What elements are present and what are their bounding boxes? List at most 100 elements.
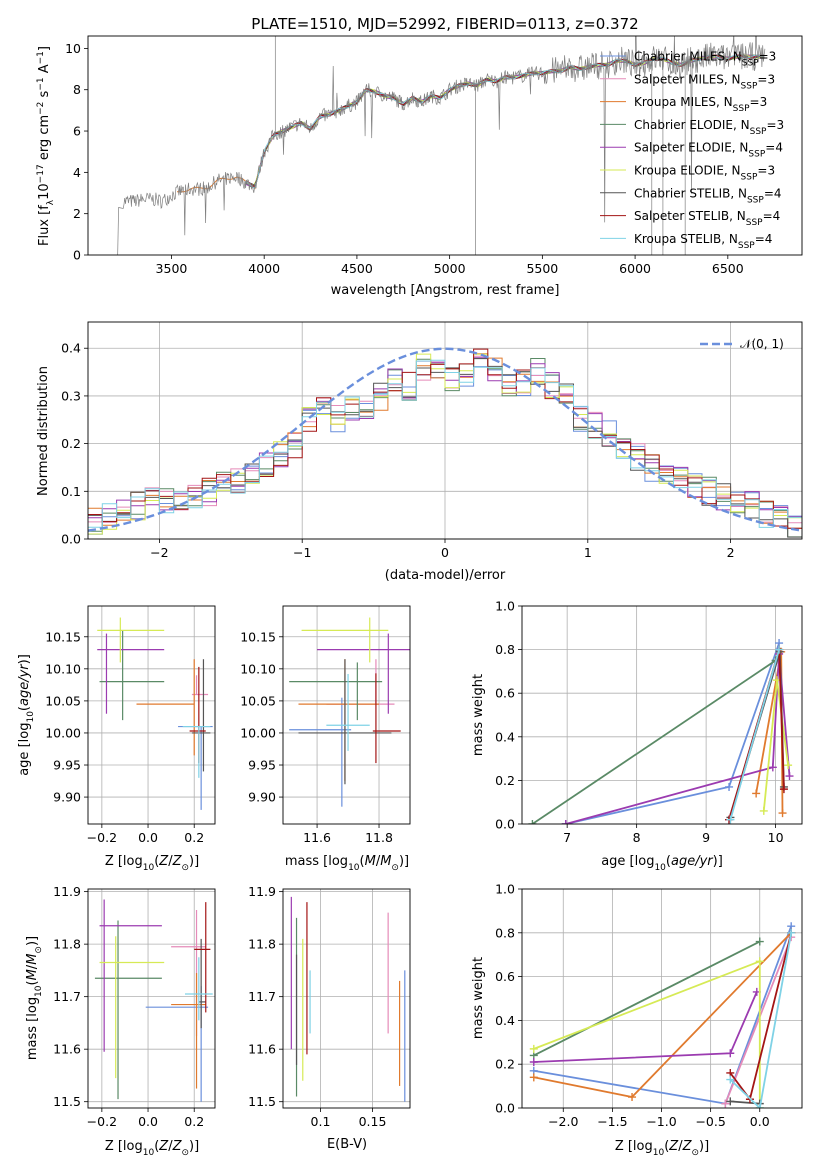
x-axis-label: (data-model)/error — [385, 568, 506, 583]
legend-entry: Salpeter STELIB, NSSP=4 — [634, 209, 780, 228]
weight-series-marker — [725, 782, 734, 791]
label-segment: 10 — [37, 183, 52, 200]
label-segment: Z — [682, 1139, 693, 1154]
weight-series-marker — [628, 1093, 637, 1102]
legend-entry: Kroupa STELIB, NSSP=4 — [634, 232, 772, 251]
weight-series-line — [533, 940, 761, 1057]
x-axis-label: Z [log10(Z/Z⊙)] — [615, 1139, 709, 1158]
label-segment: M — [380, 854, 391, 869]
label-segment: / — [168, 1139, 173, 1154]
label-segment: age [log — [17, 723, 32, 776]
y-tick-label: 11.9 — [53, 884, 81, 899]
label-segment: Z [log — [105, 854, 143, 869]
label-segment: =3 — [759, 50, 777, 64]
axes-frame — [282, 888, 411, 1109]
label-segment: Chabrier ELODIE, N — [634, 118, 750, 132]
label-segment: Kroupa ELODIE, N — [634, 164, 741, 178]
x-tick-label: 11.8 — [365, 830, 393, 845]
panel-age-vs-z: −0.2 0.0 0.2 9.90 9.95 10.00 10.05 10.10 10.15 Z … — [17, 605, 216, 873]
label-segment: SSP — [748, 150, 765, 160]
x-tick-label: 7 — [563, 830, 571, 845]
weight-series-line — [724, 936, 793, 1104]
label-segment: −2 — [36, 102, 46, 115]
label-segment: SSP — [741, 173, 758, 183]
y-axis-label: mass weight — [471, 957, 486, 1039]
x-tick-label: 0.0 — [138, 830, 158, 845]
label-segment: ( — [25, 980, 40, 985]
weight-series-marker — [755, 957, 764, 966]
label-segment: ( — [360, 854, 365, 869]
weight-series-marker — [778, 809, 787, 818]
label-segment: Z — [172, 854, 183, 869]
plot-area — [88, 347, 802, 538]
label-segment: Kroupa STELIB, N — [634, 232, 738, 246]
x-tick-label: 1 — [584, 545, 592, 560]
legend-entry: Salpeter MILES, NSSP=3 — [634, 72, 775, 91]
model-spectrum-line — [245, 54, 765, 190]
x-axis-label: E(B-V) — [327, 1137, 367, 1152]
label-segment: 10 — [143, 863, 155, 873]
x-tick-label: 0.1 — [311, 1114, 331, 1129]
x-tick-label: −0.5 — [695, 1114, 725, 1129]
label-segment: =4 — [764, 186, 782, 200]
y-tick-label: 11.7 — [248, 989, 276, 1004]
label-segment: ( — [154, 854, 159, 869]
y-tick-label: 11.8 — [248, 937, 276, 952]
weight-series-marker — [768, 763, 777, 772]
y-tick-label: 0.1 — [61, 484, 81, 499]
label-segment: Z — [158, 854, 169, 869]
label-segment: Kroupa MILES, N — [634, 95, 733, 109]
axes-frame — [87, 888, 216, 1109]
y-tick-label: 10.05 — [240, 693, 276, 708]
weight-series-line — [729, 649, 780, 820]
y-tick-label: 4 — [73, 165, 81, 180]
label-segment: )] — [699, 1139, 709, 1154]
legend-entry: Kroupa MILES, NSSP=3 — [634, 95, 767, 114]
panel-mass-vs-ebv: 0.1 0.15 11.5 11.6 11.7 11.8 11.9 E(B-V) — [248, 884, 411, 1152]
y-tick-label: 0.8 — [495, 642, 515, 657]
label-segment: mass [log — [285, 854, 348, 869]
y-tick-label: 0.0 — [495, 1101, 515, 1116]
label-segment: Salpeter ELODIE, N — [634, 141, 748, 155]
label-segment: A — [37, 64, 52, 77]
x-tick-label: −0.2 — [87, 830, 117, 845]
weight-series-marker — [529, 1058, 538, 1067]
weight-series-marker — [775, 645, 784, 654]
label-segment: ( — [154, 1139, 159, 1154]
y-tick-label: 0.0 — [495, 817, 515, 832]
label-segment: λ — [46, 199, 56, 205]
weight-series-marker — [726, 815, 735, 824]
weight-series-marker — [785, 772, 794, 781]
label-segment: ( — [17, 706, 32, 711]
y-tick-label: 6 — [73, 124, 81, 139]
label-segment: SSP — [742, 59, 759, 69]
y-tick-label: 10.05 — [45, 693, 81, 708]
label-segment: )] — [189, 854, 199, 869]
x-tick-label: 10 — [768, 830, 784, 845]
y-tick-label: 10.15 — [240, 629, 276, 644]
label-segment: Z [log — [615, 1139, 653, 1154]
label-segment: SSP — [741, 81, 758, 91]
label-segment: / — [168, 854, 173, 869]
label-segment: =4 — [755, 232, 773, 246]
y-tick-label: 9.90 — [248, 790, 276, 805]
label-segment: M — [25, 954, 40, 965]
x-tick-label: 9 — [702, 830, 710, 845]
legend-entry: 𝒩(0, 1) — [740, 337, 784, 351]
label-segment: =3 — [757, 164, 775, 178]
x-tick-label: 5000 — [434, 261, 466, 276]
label-segment: / — [25, 964, 40, 969]
label-segment: age/yr — [17, 663, 32, 706]
label-segment: 10 — [654, 863, 666, 873]
x-tick-label: 0.0 — [138, 1114, 158, 1129]
x-axis-label: mass [log10(M/M⊙)] — [285, 854, 409, 873]
y-tick-label: 9.95 — [53, 758, 81, 773]
label-segment: SSP — [746, 218, 763, 228]
x-axis-label: Z [log10(Z/Z⊙)] — [105, 1139, 199, 1158]
x-axis-label: age [log10(age/yr)] — [601, 854, 723, 873]
label-segment: 10 — [34, 985, 44, 997]
x-tick-label: 3500 — [156, 261, 188, 276]
y-tick-label: 2 — [73, 206, 81, 221]
axes-frame — [521, 888, 803, 1109]
